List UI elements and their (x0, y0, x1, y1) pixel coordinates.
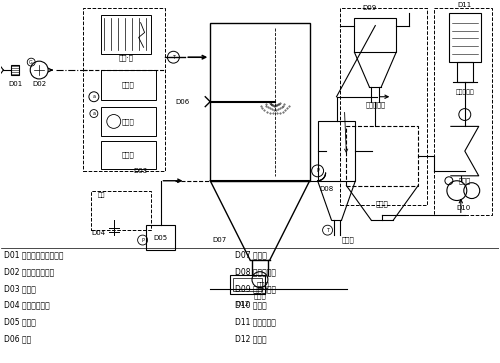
Bar (233, 278, 262, 291)
Text: D06 喷枪: D06 喷枪 (4, 334, 32, 343)
Text: D02: D02 (32, 81, 46, 87)
Bar (83, 8, 166, 171)
Text: D01: D01 (8, 81, 22, 87)
Text: 出料口: 出料口 (254, 292, 266, 299)
Bar (340, 8, 427, 205)
Bar (230, 275, 265, 294)
Text: 燃煤炉: 燃煤炉 (122, 152, 134, 158)
Text: D03 加热器: D03 加热器 (4, 284, 36, 293)
Text: a: a (92, 111, 96, 116)
Text: D07 干燥塔: D07 干燥塔 (235, 250, 267, 260)
Text: 水沫除尘器: 水沫除尘器 (456, 89, 474, 95)
Text: 料槽: 料槽 (98, 193, 106, 198)
Text: D04 料槽（选配）: D04 料槽（选配） (4, 301, 50, 310)
Text: 出料口: 出料口 (257, 281, 270, 288)
Text: D12: D12 (235, 301, 249, 307)
Text: D09 二级吸尘塔: D09 二级吸尘塔 (235, 284, 276, 293)
Text: D09: D09 (362, 5, 376, 11)
Text: 袋滤器: 袋滤器 (376, 200, 388, 207)
Text: 文丘里: 文丘里 (459, 178, 471, 184)
Text: D07: D07 (212, 237, 226, 243)
Text: D11: D11 (458, 2, 472, 8)
Bar (346, 126, 418, 186)
Bar (434, 8, 492, 215)
Bar (12, 65, 20, 75)
Bar (101, 141, 156, 169)
Text: D12 震动筛: D12 震动筛 (235, 334, 266, 343)
Text: D10: D10 (456, 205, 471, 211)
Bar (449, 13, 480, 62)
Text: D08: D08 (320, 185, 334, 192)
Text: 蒸汽·电: 蒸汽·电 (118, 54, 133, 61)
Bar (101, 70, 156, 100)
Text: a: a (92, 94, 96, 99)
Bar (318, 122, 356, 181)
Text: T: T (172, 55, 175, 60)
Bar (210, 23, 310, 181)
Text: D08 一级吸尘塔: D08 一级吸尘塔 (235, 267, 276, 276)
Text: D01 空气过滤器（选配）: D01 空气过滤器（选配） (4, 250, 64, 260)
Text: D11 湿式除尘器: D11 湿式除尘器 (235, 318, 276, 327)
Text: D05: D05 (154, 235, 168, 241)
Bar (91, 191, 150, 230)
Bar (354, 18, 396, 52)
Bar (457, 62, 473, 82)
Text: G: G (28, 60, 32, 65)
Text: D04: D04 (91, 230, 105, 236)
Bar (146, 225, 176, 250)
Text: D10 引风机: D10 引风机 (235, 301, 267, 310)
Text: 旋风分离器: 旋风分离器 (366, 101, 386, 108)
Text: T: T (326, 228, 329, 233)
Text: D05 供料泵: D05 供料泵 (4, 318, 36, 327)
Text: 煤油炉: 煤油炉 (122, 82, 134, 88)
Text: D06: D06 (176, 99, 190, 105)
Text: P: P (316, 168, 319, 174)
Text: 出料口: 出料口 (342, 237, 354, 243)
Text: D02 送风机（选配）: D02 送风机（选配） (4, 267, 54, 276)
Text: D03: D03 (134, 168, 147, 174)
Text: 燃汽炉: 燃汽炉 (122, 118, 134, 125)
Text: P: P (141, 237, 144, 242)
Bar (101, 107, 156, 136)
Bar (101, 15, 150, 54)
